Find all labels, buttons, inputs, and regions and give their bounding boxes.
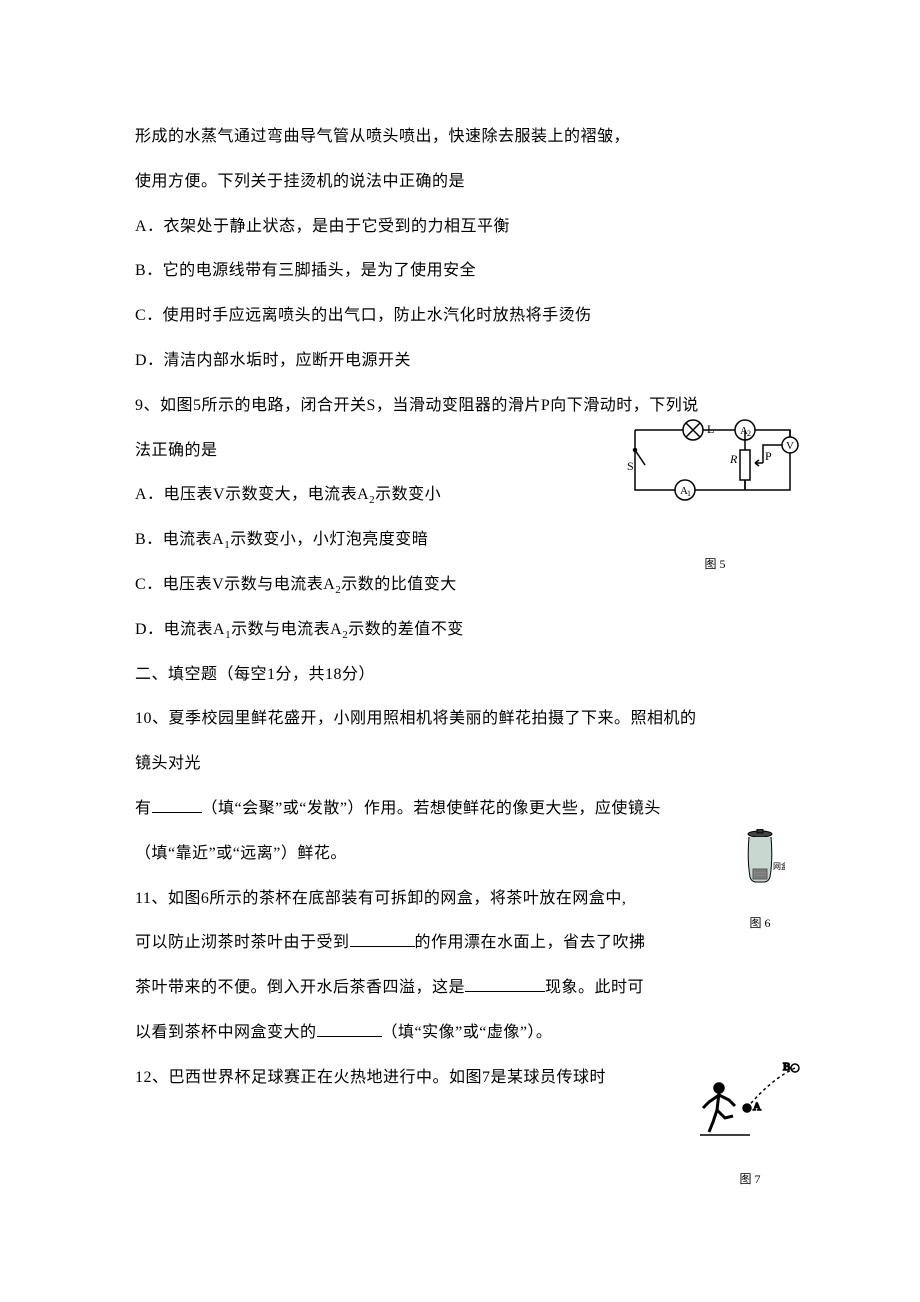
blank-fill	[350, 931, 415, 947]
intro-line1: 形成的水蒸气通过弯曲导气管从喷头喷出，快速除去服装上的褶皱，	[135, 115, 785, 160]
soccer-player-icon: A B	[695, 1060, 805, 1150]
svg-text:1: 1	[687, 489, 691, 498]
figure-6-label: 图 6	[735, 916, 785, 930]
intro-line2: 使用方便。下列关于挂烫机的说法中正确的是	[135, 160, 785, 205]
q11: 11、如图6所示的茶杯在底部装有可拆卸的网盒，将茶叶放在网盒中, 可以防止沏茶时…	[135, 877, 785, 1056]
blank-fill	[152, 797, 202, 813]
q10-line3: 有（填“会聚”或“发散”）作用。若想使鲜花的像更大些，应使镜头	[135, 787, 785, 832]
figure-6: 网盒 图 6	[735, 829, 785, 930]
q8-optC: C．使用时手应远离喷头的出气口，防止水汽化时放热将手烫伤	[135, 294, 785, 339]
blank-fill	[317, 1021, 382, 1037]
svg-text:R: R	[729, 452, 738, 466]
svg-text:L: L	[707, 422, 714, 436]
figure-7: A B 图 7	[695, 1060, 805, 1186]
svg-text:A: A	[753, 1101, 761, 1113]
q12-line1: 12、巴西世界杯足球赛正在火热地进行中。如图7是某球员传球时	[135, 1056, 785, 1101]
q10: 10、夏季校园里鲜花盛开，小刚用照相机将美丽的鲜花拍摄了下来。照相机的 镜头对光…	[135, 697, 785, 876]
section2-heading: 二、填空题（每空1分，共18分）	[135, 653, 785, 698]
q10-line1: 10、夏季校园里鲜花盛开，小刚用照相机将美丽的鲜花拍摄了下来。照相机的	[135, 697, 785, 742]
svg-text:V: V	[786, 440, 794, 452]
figure-7-label: 图 7	[695, 1172, 805, 1186]
intro-paragraph: 形成的水蒸气通过弯曲导气管从喷头喷出，快速除去服装上的褶皱， 使用方便。下列关于…	[135, 115, 785, 205]
figure-5: S L R P A 2 V A 1 图 5	[625, 415, 805, 571]
q11-line4: 以看到茶杯中网盒变大的（填“实像”或“虚像”）。	[135, 1011, 785, 1056]
teacup-icon: 网盒	[735, 829, 785, 894]
q9-optD: D．电流表A1示数与电流表A2示数的差值不变	[135, 608, 785, 653]
q8-optB: B．它的电源线带有三脚插头，是为了使用安全	[135, 249, 785, 294]
blank-fill	[465, 976, 545, 992]
q8-optD: D．清洁内部水垢时，应断开电源开关	[135, 339, 785, 384]
q11-line3: 茶叶带来的不便。倒入开水后茶香四溢，这是现象。此时可	[135, 966, 785, 1011]
q10-line2: 镜头对光	[135, 742, 785, 787]
q8-options: A．衣架处于静止状态，是由于它受到的力相互平衡 B．它的电源线带有三脚插头，是为…	[135, 205, 785, 384]
q11-line2: 可以防止沏茶时茶叶由于受到的作用漂在水面上，省去了吹拂	[135, 921, 785, 966]
q11-line1: 11、如图6所示的茶杯在底部装有可拆卸的网盒，将茶叶放在网盒中,	[135, 877, 785, 922]
q12: 12、巴西世界杯足球赛正在火热地进行中。如图7是某球员传球时	[135, 1056, 785, 1101]
svg-text:P: P	[765, 449, 772, 463]
q8-optA: A．衣架处于静止状态，是由于它受到的力相互平衡	[135, 205, 785, 250]
svg-text:2: 2	[747, 429, 751, 438]
svg-text:B: B	[783, 1061, 790, 1073]
section2-text: 二、填空题（每空1分，共18分）	[135, 653, 785, 698]
figure-5-label: 图 5	[625, 557, 805, 571]
svg-text:网盒: 网盒	[773, 861, 785, 871]
circuit-diagram-icon: S L R P A 2 V A 1	[625, 415, 805, 535]
q10-line4: （填“靠近”或“远离”）鲜花。	[135, 832, 785, 877]
svg-text:S: S	[627, 459, 634, 473]
